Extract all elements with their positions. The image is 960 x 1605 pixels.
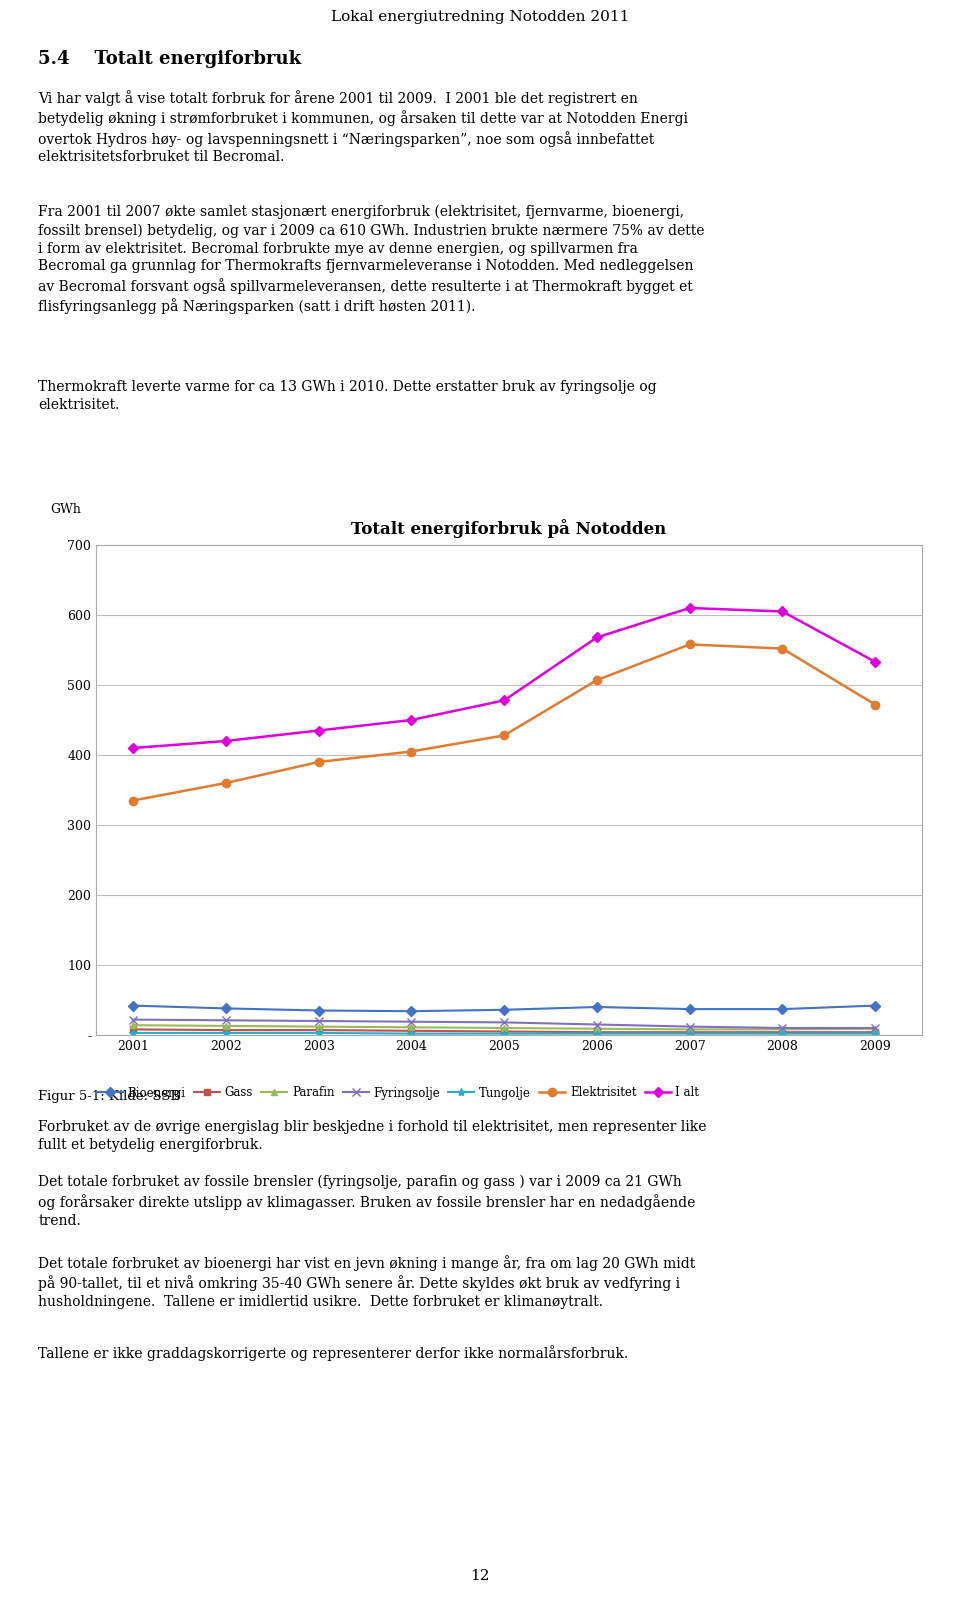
Tungolje xyxy=(684,1024,695,1043)
Gass xyxy=(220,1021,231,1040)
Gass xyxy=(684,1022,695,1042)
Text: 5.4    Totalt energiforbruk: 5.4 Totalt energiforbruk xyxy=(38,50,301,67)
Parafin xyxy=(313,1018,324,1037)
Legend: Bioenergi, Gass, Parafin, Fyringsolje, Tungolje, Elektrisitet, I alt: Bioenergi, Gass, Parafin, Fyringsolje, T… xyxy=(92,1082,704,1104)
Tungolje xyxy=(870,1024,881,1043)
Parafin xyxy=(777,1019,788,1038)
I alt xyxy=(220,732,231,751)
Parafin xyxy=(220,1016,231,1035)
Text: 12: 12 xyxy=(470,1570,490,1583)
Fyringsolje xyxy=(220,1011,231,1030)
Text: Det totale forbruket av fossile brensler (fyringsolje, parafin og gass ) var i 2: Det totale forbruket av fossile brensler… xyxy=(38,1175,696,1228)
Tungolje xyxy=(498,1024,510,1043)
Text: Lokal energiutredning Notodden 2011: Lokal energiutredning Notodden 2011 xyxy=(331,10,629,24)
Fyringsolje xyxy=(313,1011,324,1030)
Bioenergi xyxy=(498,1000,510,1019)
Line: Parafin: Parafin xyxy=(130,1022,878,1034)
Line: Bioenergi: Bioenergi xyxy=(130,1002,878,1014)
Bioenergi xyxy=(313,1002,324,1021)
Gass xyxy=(498,1022,510,1042)
Parafin xyxy=(498,1018,510,1037)
Elektrisitet xyxy=(684,634,695,653)
I alt xyxy=(591,628,603,647)
Bioenergi xyxy=(406,1002,418,1021)
Fyringsolje xyxy=(128,1010,139,1029)
Title: Totalt energiforbruk på Notodden: Totalt energiforbruk på Notodden xyxy=(351,518,666,538)
Fyringsolje xyxy=(684,1018,695,1037)
Gass xyxy=(406,1021,418,1040)
Gass xyxy=(128,1019,139,1038)
Gass xyxy=(591,1022,603,1042)
Bioenergi xyxy=(684,1000,695,1019)
Line: Elektrisitet: Elektrisitet xyxy=(129,640,879,804)
Tungolje xyxy=(591,1024,603,1043)
Fyringsolje xyxy=(591,1014,603,1034)
Tungolje xyxy=(220,1024,231,1043)
Elektrisitet xyxy=(498,725,510,745)
Gass xyxy=(870,1022,881,1042)
Text: Fra 2001 til 2007 økte samlet stasjonært energiforbruk (elektrisitet, fjernvarme: Fra 2001 til 2007 økte samlet stasjonært… xyxy=(38,205,705,315)
Bioenergi xyxy=(220,998,231,1018)
Fyringsolje xyxy=(777,1018,788,1037)
Text: Forbruket av de øvrige energislag blir beskjedne i forhold til elektrisitet, men: Forbruket av de øvrige energislag blir b… xyxy=(38,1120,707,1152)
Elektrisitet xyxy=(777,639,788,658)
Bioenergi xyxy=(777,1000,788,1019)
Bioenergi xyxy=(128,997,139,1016)
Parafin xyxy=(128,1016,139,1035)
I alt xyxy=(684,599,695,618)
Line: Fyringsolje: Fyringsolje xyxy=(129,1016,879,1032)
Elektrisitet xyxy=(870,695,881,714)
Elektrisitet xyxy=(220,774,231,793)
Text: Vi har valgt å vise totalt forbruk for årene 2001 til 2009.  I 2001 ble det regi: Vi har valgt å vise totalt forbruk for å… xyxy=(38,90,688,164)
Parafin xyxy=(406,1018,418,1037)
Elektrisitet xyxy=(591,671,603,690)
Tungolje xyxy=(777,1024,788,1043)
Fyringsolje xyxy=(406,1013,418,1032)
Parafin xyxy=(684,1019,695,1038)
Gass xyxy=(313,1021,324,1040)
Elektrisitet xyxy=(406,742,418,761)
Parafin xyxy=(870,1019,881,1038)
Elektrisitet xyxy=(313,753,324,772)
Gass xyxy=(777,1022,788,1042)
Text: Figur 5-1: Kilde: SSB: Figur 5-1: Kilde: SSB xyxy=(38,1090,180,1103)
Text: GWh: GWh xyxy=(51,502,82,515)
Parafin xyxy=(591,1019,603,1038)
Fyringsolje xyxy=(870,1018,881,1037)
I alt xyxy=(128,738,139,758)
Tungolje xyxy=(313,1024,324,1043)
Bioenergi xyxy=(870,997,881,1016)
Line: Gass: Gass xyxy=(130,1026,878,1035)
Text: Tallene er ikke graddagskorrigerte og representerer derfor ikke normalårsforbruk: Tallene er ikke graddagskorrigerte og re… xyxy=(38,1345,629,1361)
I alt xyxy=(313,721,324,740)
Line: I alt: I alt xyxy=(130,605,878,751)
Bioenergi xyxy=(591,997,603,1016)
Text: Det totale forbruket av bioenergi har vist en jevn økning i mange år, fra om lag: Det totale forbruket av bioenergi har vi… xyxy=(38,1255,696,1310)
I alt xyxy=(777,602,788,621)
I alt xyxy=(406,711,418,730)
Fyringsolje xyxy=(498,1013,510,1032)
Tungolje xyxy=(128,1024,139,1043)
Tungolje xyxy=(406,1024,418,1043)
Line: Tungolje: Tungolje xyxy=(129,1029,879,1038)
Text: Thermokraft leverte varme for ca 13 GWh i 2010. Dette erstatter bruk av fyringso: Thermokraft leverte varme for ca 13 GWh … xyxy=(38,380,657,412)
I alt xyxy=(498,690,510,709)
I alt xyxy=(870,652,881,671)
Elektrisitet xyxy=(128,791,139,811)
